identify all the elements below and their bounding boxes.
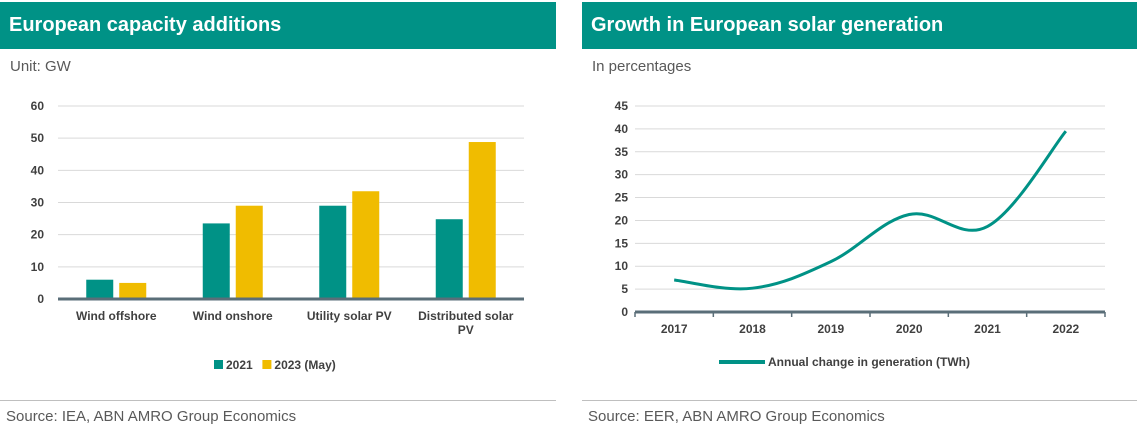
solar-growth-panel: Growth in European solar generation In p… xyxy=(582,0,1137,430)
capacity-source-divider xyxy=(0,400,556,401)
y-tick-label: 0 xyxy=(621,305,628,319)
legend-label: 2023 (May) xyxy=(274,358,335,372)
legend-swatch xyxy=(214,360,223,369)
x-tick-label: 2018 xyxy=(739,322,766,336)
bar-2023-may- xyxy=(119,282,147,299)
y-tick-label: 40 xyxy=(31,163,45,177)
x-tick-label: 2020 xyxy=(896,322,923,336)
y-tick-label: 40 xyxy=(615,122,629,136)
solar-growth-line-chart: 0 5 10 15 20 25 30 35 40 45 2017 2018 2019 2020 2021 20… xyxy=(615,99,1106,369)
solar-growth-source: Source: EER, ABN AMRO Group Economics xyxy=(588,408,885,425)
legend-swatch xyxy=(262,360,272,369)
bar-2023-may- xyxy=(352,191,380,299)
capacity-chart-title: European capacity additions xyxy=(0,2,556,49)
legend-label: 2021 xyxy=(226,358,253,372)
legend-label: Annual change in generation (TWh) xyxy=(768,355,970,369)
x-tick-label: 2019 xyxy=(817,322,844,336)
capacity-panel: European capacity additions Unit: GW 0 10… xyxy=(0,0,556,430)
series-line-annual-change xyxy=(673,130,1067,291)
y-tick-label: 30 xyxy=(615,168,629,182)
y-tick-label: 10 xyxy=(31,260,45,274)
x-tick-label: Distributed solar PV xyxy=(418,309,514,337)
x-tick-label: 2021 xyxy=(974,322,1001,336)
bar-2021 xyxy=(435,219,463,299)
y-tick-label: 35 xyxy=(615,145,629,159)
capacity-unit-label: Unit: GW xyxy=(10,58,71,75)
y-tick-label: 10 xyxy=(615,259,629,273)
y-tick-label: 25 xyxy=(615,191,629,205)
bar-2021 xyxy=(202,223,230,299)
y-tick-label: 20 xyxy=(31,228,45,242)
y-tick-label: 15 xyxy=(615,236,629,250)
solar-growth-unit-label: In percentages xyxy=(592,58,692,75)
bar-2023-may- xyxy=(235,205,263,299)
x-tick-label: Utility solar PV xyxy=(307,309,392,323)
y-tick-label: 20 xyxy=(615,213,629,227)
bar-2021 xyxy=(319,205,347,299)
y-tick-label: 0 xyxy=(37,292,44,306)
y-tick-label: 60 xyxy=(31,99,45,113)
y-tick-label: 50 xyxy=(31,131,45,145)
x-tick-label: 2022 xyxy=(1052,322,1079,336)
bar-2023-may- xyxy=(468,142,496,299)
x-tick-label: 2017 xyxy=(661,322,688,336)
solar-growth-source-divider xyxy=(582,400,1137,401)
capacity-source: Source: IEA, ABN AMRO Group Economics xyxy=(6,408,297,425)
x-tick-label: Wind onshore xyxy=(193,309,273,323)
bar-2021 xyxy=(86,279,114,299)
y-tick-label: 5 xyxy=(621,282,628,296)
solar-growth-chart-title: Growth in European solar generation xyxy=(582,2,1137,49)
y-tick-label: 45 xyxy=(615,99,629,113)
x-tick-label: Wind offshore xyxy=(76,309,157,323)
y-tick-label: 30 xyxy=(31,196,45,210)
capacity-bar-chart: 0 10 20 30 40 50 60 Wind offshore Wind onshore Ut… xyxy=(31,99,524,372)
